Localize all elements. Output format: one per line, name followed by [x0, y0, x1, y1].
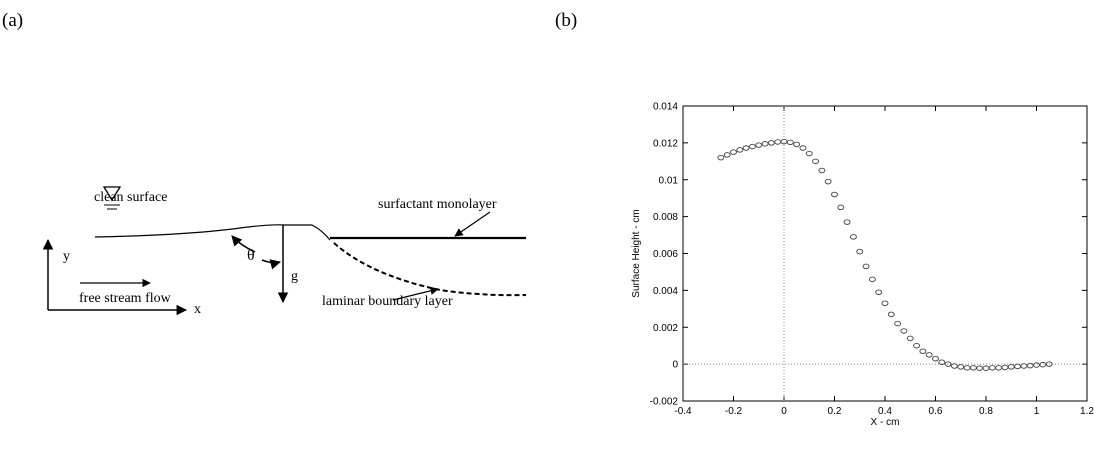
- data-point: [831, 191, 838, 198]
- y-tick-label: 0.008: [653, 212, 678, 223]
- data-point: [843, 219, 851, 225]
- data-point: [774, 139, 782, 145]
- y-tick-label: 0.006: [653, 249, 678, 260]
- data-point: [849, 234, 857, 240]
- data-point: [761, 141, 769, 147]
- data-point: [742, 145, 750, 151]
- data-point: [805, 150, 813, 157]
- y-tick-label: 0.004: [653, 286, 678, 297]
- data-point: [1039, 361, 1047, 368]
- data-point: [919, 348, 927, 354]
- label: free stream flow: [79, 291, 172, 306]
- plot-frame: [682, 105, 1088, 402]
- label: g: [291, 269, 298, 284]
- label: clean surface: [94, 190, 167, 205]
- data-point: [969, 365, 977, 371]
- data-point: [793, 141, 801, 148]
- data-point: [988, 365, 996, 371]
- label: y: [63, 249, 70, 264]
- data-point: [812, 158, 820, 165]
- data-point: [963, 365, 971, 371]
- x-tick-label: 1.2: [1080, 406, 1094, 417]
- label: surfactant monolayer: [378, 197, 497, 212]
- y-tick-label: -0.002: [650, 397, 679, 408]
- data-point: [856, 248, 864, 255]
- x-tick-label: 0: [781, 406, 787, 417]
- data-point: [982, 365, 990, 371]
- x-tick-label: 0.6: [929, 406, 943, 417]
- label: x: [194, 302, 201, 317]
- chart: -0.002 0 0.002 0.004 0.006 0.008 0.01 0.012 0.01…: [631, 102, 1094, 429]
- data-point: [1007, 364, 1015, 370]
- data-point: [1020, 363, 1028, 369]
- panel-label: (b): [555, 10, 577, 31]
- data-point: [837, 204, 845, 211]
- label: laminar boundary layer: [322, 294, 453, 309]
- diagram: [42, 186, 527, 316]
- x-tick-label: 1: [1034, 406, 1040, 417]
- y-tick-label: 0.01: [659, 175, 679, 186]
- data-point: [1033, 362, 1040, 368]
- y-tick-label: 0.014: [653, 102, 678, 113]
- data-point: [944, 361, 952, 367]
- data-point: [976, 365, 984, 371]
- data-point: [875, 289, 883, 295]
- data-point: [881, 300, 889, 307]
- data-point: [755, 142, 763, 148]
- data-point: [932, 355, 939, 362]
- data-point: [995, 365, 1003, 371]
- data-point: [1001, 364, 1009, 371]
- data-point: [950, 363, 958, 369]
- data-point: [786, 139, 794, 146]
- data-point: [824, 178, 832, 185]
- data-point: [818, 167, 826, 174]
- data-point: [900, 328, 908, 334]
- data-point: [868, 276, 876, 283]
- y-tick-label: 0.002: [653, 323, 678, 334]
- data-point: [957, 364, 965, 370]
- data-point: [730, 149, 737, 155]
- data-point: [938, 359, 946, 366]
- data-point: [925, 352, 933, 358]
- x-tick-label: 0.2: [828, 406, 842, 417]
- data-point: [887, 311, 895, 318]
- data-point: [1014, 363, 1022, 370]
- data-point: [1045, 361, 1053, 367]
- data-point: [736, 147, 744, 153]
- y-tick-label: 0: [672, 360, 678, 371]
- data-point: [862, 263, 870, 270]
- panel-label: (a): [2, 10, 23, 31]
- data-point: [1026, 362, 1034, 369]
- x-tick-label: 0.8: [979, 406, 993, 417]
- data-point: [913, 342, 921, 349]
- data-point: [748, 143, 756, 150]
- y-tick-label: 0.012: [653, 138, 678, 149]
- x-tick-label: -0.2: [725, 406, 743, 417]
- data-point: [723, 152, 731, 158]
- x-tick-label: 0.4: [878, 406, 892, 417]
- x-tick-label: -0.4: [674, 406, 692, 417]
- data-point: [767, 140, 775, 146]
- y-axis-label: Surface Height - cm: [631, 209, 642, 297]
- x-axis-label: X - cm: [871, 417, 900, 428]
- data-point: [799, 145, 807, 151]
- label: θ: [247, 247, 255, 264]
- data-point: [717, 154, 725, 161]
- data-point: [894, 320, 902, 327]
- data-point: [906, 335, 914, 342]
